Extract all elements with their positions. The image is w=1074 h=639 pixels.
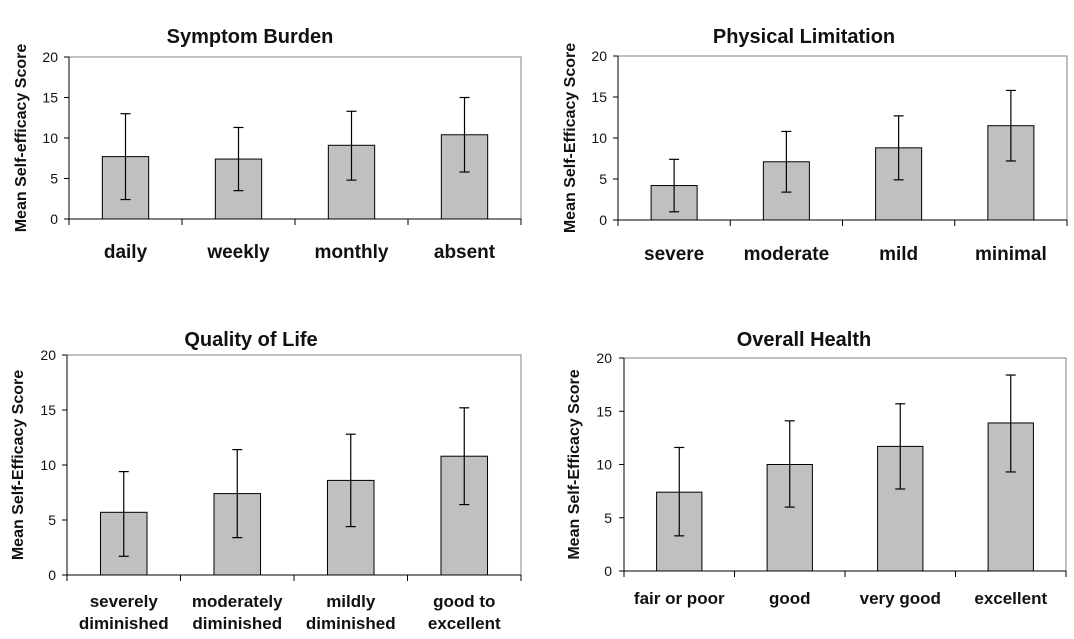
x-tick-label: daily <box>104 242 148 263</box>
error-bar-absent <box>459 96 470 173</box>
error-bar-very-good <box>895 403 906 490</box>
y-tick-label: 15 <box>40 402 56 418</box>
y-axis-label: Mean Self-Efficacy Score <box>10 370 27 560</box>
x-tick-label: fair or poor <box>634 589 725 608</box>
x-tick-label: absent <box>434 242 496 263</box>
error-bar-weekly <box>233 126 244 192</box>
chart-svg: Physical Limitation 0 5 10 15 20 Mean Self-Eff… <box>562 26 1068 265</box>
error-bar-good <box>784 420 795 508</box>
x-tick-label: mild <box>879 244 918 265</box>
chart-svg: Quality of Life 0 5 10 15 20 Mean Self-Efficac… <box>10 329 522 633</box>
chart-title: Symptom Burden <box>167 26 334 48</box>
x-tick-label: excellent <box>974 589 1047 608</box>
error-bar-monthly <box>346 110 357 181</box>
chart-title: Physical Limitation <box>713 26 895 48</box>
error-bar-minimal <box>1005 89 1016 162</box>
x-tick-label: diminished <box>79 614 169 633</box>
y-tick-label: 5 <box>599 171 607 187</box>
error-bar-good-to-excellent <box>459 407 470 506</box>
error-bar-moderately-diminished <box>232 449 243 539</box>
y-tick-label: 5 <box>50 171 58 187</box>
x-tick-label: mildly <box>326 592 376 611</box>
x-tick-label: moderate <box>744 244 830 265</box>
error-bar-mild <box>893 115 904 181</box>
y-tick-label: 20 <box>42 49 58 65</box>
x-tick-label: excellent <box>428 614 501 633</box>
y-tick-label: 15 <box>591 89 607 105</box>
error-bar-excellent <box>1005 374 1016 473</box>
error-bar-severely-diminished <box>118 471 129 557</box>
y-tick-label: 20 <box>596 350 612 366</box>
x-tick-label: monthly <box>315 242 389 263</box>
x-tick-label: minimal <box>975 244 1047 265</box>
error-bar-fair-or-poor <box>674 446 685 537</box>
x-tick-label: good to <box>433 592 495 611</box>
y-tick-label: 15 <box>596 403 612 419</box>
x-tick-label: diminished <box>306 614 396 633</box>
y-axis-label: Mean Self-Efficacy Score <box>566 369 583 559</box>
x-tick-label: very good <box>860 589 941 608</box>
y-tick-label: 0 <box>604 563 612 579</box>
y-tick-label: 15 <box>42 90 58 106</box>
y-tick-label: 20 <box>40 347 56 363</box>
x-tick-label: severely <box>90 592 159 611</box>
y-tick-label: 5 <box>604 510 612 526</box>
x-tick-label: moderately <box>192 592 283 611</box>
error-bar-mildly-diminished <box>345 433 356 528</box>
chart-panel-symptom-burden: Symptom Burden 0 5 10 15 20 Mean Self-efficacy… <box>0 0 537 320</box>
y-tick-label: 10 <box>40 457 56 473</box>
y-tick-label: 10 <box>42 130 58 146</box>
chart-panel-quality-of-life: Quality of Life 0 5 10 15 20 Mean Self-Efficac… <box>0 320 537 639</box>
y-tick-label: 0 <box>50 211 58 227</box>
chart-panel-physical-limitation: Physical Limitation 0 5 10 15 20 Mean Self-Eff… <box>537 0 1074 320</box>
chart-title: Quality of Life <box>184 329 317 351</box>
error-bar-severe <box>669 158 680 213</box>
x-tick-label: good <box>769 589 811 608</box>
x-tick-label: diminished <box>192 614 282 633</box>
y-tick-label: 20 <box>591 48 607 64</box>
chart-panel-overall-health: Overall Health 0 5 10 15 20 Mean Self-Efficacy… <box>537 320 1074 639</box>
y-axis-label: Mean Self-efficacy Score <box>13 44 30 233</box>
chart-svg: Overall Health 0 5 10 15 20 Mean Self-Efficacy… <box>566 329 1067 608</box>
y-tick-label: 0 <box>48 567 56 583</box>
chart-svg: Symptom Burden 0 5 10 15 20 Mean Self-efficacy… <box>13 26 522 263</box>
y-axis-label: Mean Self-Efficacy Score <box>562 43 579 233</box>
y-tick-label: 10 <box>591 130 607 146</box>
y-tick-label: 0 <box>599 212 607 228</box>
chart-title: Overall Health <box>737 329 872 351</box>
y-tick-label: 10 <box>596 457 612 473</box>
x-tick-label: severe <box>644 244 704 265</box>
x-tick-label: weekly <box>206 242 270 263</box>
y-tick-label: 5 <box>48 512 56 528</box>
error-bar-moderate <box>781 130 792 193</box>
error-bar-daily <box>120 113 131 201</box>
